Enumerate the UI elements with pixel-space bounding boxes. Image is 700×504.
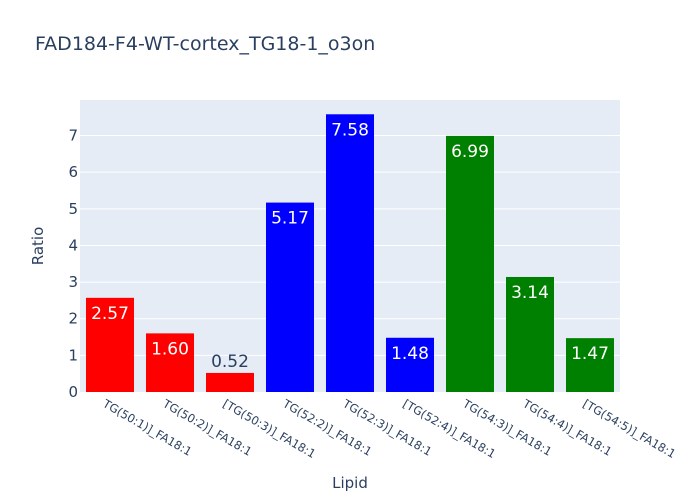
bar (566, 338, 614, 392)
bar (266, 202, 314, 392)
bars (86, 114, 614, 393)
x-axis-label: Lipid (332, 474, 368, 492)
y-tick-label: 4 (68, 236, 78, 254)
y-tick-label: 1 (68, 346, 78, 364)
bar-value-label: 2.57 (91, 304, 129, 324)
bar-value-label: 5.17 (271, 209, 309, 229)
y-tick-label: 5 (68, 200, 78, 218)
y-tick-label: 7 (68, 127, 78, 145)
y-tick-label: 0 (68, 383, 78, 401)
bar (146, 333, 194, 392)
bar-value-label: 1.60 (151, 339, 189, 359)
y-axis-label: Ratio (29, 227, 47, 266)
bar-value-label: 3.14 (511, 283, 549, 303)
chart-title: FAD184-F4-WT-cortex_TG18-1_o3on (35, 33, 375, 55)
bar (386, 337, 434, 392)
data-labels: 2.57 1.60 0.52 5.17 7.58 1.48 6.99 3.14 1.47 (91, 120, 609, 372)
bar-value-label: 0.52 (211, 352, 249, 372)
bar (506, 276, 554, 392)
y-tick-label: 2 (68, 310, 78, 328)
y-tick-label: 3 (68, 273, 78, 291)
bar (86, 297, 134, 392)
bar-value-label: 6.99 (451, 142, 489, 162)
bar-value-label: 7.58 (331, 120, 369, 140)
y-tick-label: 6 (68, 163, 78, 181)
bar (446, 135, 494, 392)
bar (206, 372, 254, 392)
bar-value-label: 1.48 (391, 344, 429, 364)
bar-value-label: 1.47 (571, 344, 609, 364)
y-axis-ticks: 0 1 2 3 4 5 6 7 (68, 127, 78, 401)
bar (326, 114, 374, 393)
